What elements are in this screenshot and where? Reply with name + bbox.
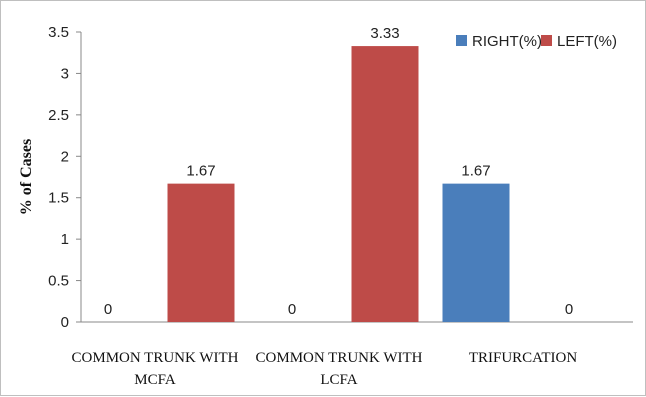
bar-left-1 [351,46,419,322]
bar-left-0 [167,183,235,322]
y-tick-label: 1.5 [48,190,69,207]
legend-swatch [541,35,552,46]
bars [167,46,510,322]
y-tick-label: 0.5 [48,273,69,290]
y-tick-label: 2 [61,148,69,165]
y-axis-title: % of Cases [18,139,35,215]
category-label: TRIFURCATION [469,350,578,366]
category-label: COMMON TRUNK WITH MCFA [72,350,239,388]
data-label: 0 [565,301,573,318]
category-label: COMMON TRUNK WITH LCFA [256,350,423,388]
legend-label: RIGHT(%) [472,33,542,50]
data-labels: 0 0 1.67 1.67 3.33 0 [104,25,573,318]
data-label: 0 [288,301,296,318]
y-tick-label: 0 [61,314,69,331]
legend: RIGHT(%) LEFT(%) [456,33,617,50]
legend-label: LEFT(%) [557,33,617,50]
data-label: 3.33 [370,25,399,42]
y-tick-label: 3 [61,65,69,82]
y-tick-label: 2.5 [48,107,69,124]
x-axis-categories: COMMON TRUNK WITH MCFA COMMON TRUNK WITH LC… [72,350,578,388]
data-label: 1.67 [186,163,215,180]
y-axis: 0 0.5 1 1.5 2 2.5 3 3.5 [48,24,633,331]
data-label: 0 [104,301,112,318]
bar-right-2 [442,183,510,322]
legend-swatch [456,35,467,46]
y-tick-label: 1 [61,231,69,248]
y-tick-label: 3.5 [48,24,69,41]
data-label: 1.67 [461,163,490,180]
